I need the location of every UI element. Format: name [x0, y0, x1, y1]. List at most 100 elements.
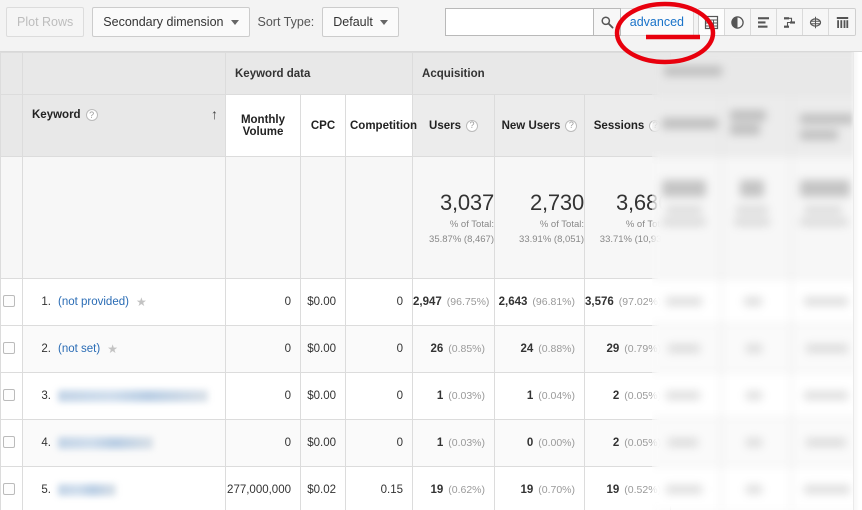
advanced-link[interactable]: advanced [620, 8, 694, 36]
users-cell: 1 (0.03%) [412, 419, 496, 467]
advanced-label: advanced [629, 15, 684, 29]
sessions-cell: 2 (0.05%) [584, 372, 672, 420]
row-index: 5. [41, 484, 51, 496]
sessions-value: 19 [606, 484, 620, 496]
table-body: 1. (not provided) ★ 0 $0.00 0 2,947 (96.75%) 2,6… [0, 278, 862, 510]
new-users-percent: (0.04%) [538, 390, 576, 402]
row-checkbox-cell [0, 325, 23, 373]
row-checkbox[interactable] [2, 482, 15, 495]
summary-row: 3,037 % of Total: 35.87% (8,467) 2,730 %… [0, 156, 862, 279]
pivot-bubble-view-icon[interactable] [803, 9, 829, 35]
plot-rows-label: Plot Rows [17, 15, 74, 29]
row-checkbox-cell [0, 278, 23, 326]
users-percent: (0.03%) [448, 390, 486, 402]
redacted-keyword [58, 437, 153, 449]
users-cell: 19 (0.62%) [412, 466, 496, 510]
summary-competition-cell [344, 156, 414, 279]
keyword-cell: 2. (not set) ★ [22, 325, 226, 373]
row-checkbox[interactable] [2, 341, 15, 354]
pie-chart-view-icon[interactable] [725, 9, 751, 35]
new-users-cell: 1 (0.04%) [494, 372, 586, 420]
summary-users-pct-label: % of Total: [449, 219, 495, 231]
row-index: 2. [41, 343, 51, 355]
new-users-cell: 0 (0.00%) [494, 419, 586, 467]
new-users-percent: (0.00%) [538, 437, 576, 449]
search-group: advanced [444, 8, 694, 36]
summary-checkbox-cell [0, 156, 23, 279]
toolbar-left-group: Plot Rows Secondary dimension Sort Type:… [6, 7, 399, 37]
keyword-cell: 4. [22, 419, 226, 467]
cpc-cell: $0.00 [300, 278, 346, 326]
select-all-header[interactable] [0, 94, 23, 157]
monthly-volume-cell: 0 [225, 372, 301, 420]
summary-overflow-cell [670, 156, 862, 279]
star-icon[interactable]: ★ [135, 295, 147, 309]
row-overflow-cell [670, 278, 862, 326]
search-icon[interactable] [592, 8, 621, 36]
column-header-new-users[interactable]: New Users ? [494, 94, 586, 157]
column-header-users[interactable]: Users ? [412, 94, 496, 157]
new-users-percent: (0.88%) [538, 343, 576, 355]
competition-cell: 0 [344, 372, 414, 420]
summary-sessions-pct: 33.71% (10,933) [599, 234, 671, 246]
comparison-view-icon[interactable] [777, 9, 803, 35]
new-users-value: 0 [526, 437, 534, 449]
help-icon[interactable]: ? [466, 119, 478, 132]
column-header-competition[interactable]: Competition [344, 94, 417, 157]
users-value: 19 [430, 484, 444, 496]
keyword-cell: 1. (not provided) ★ [22, 278, 226, 326]
table-view-icon[interactable] [699, 9, 725, 35]
column-header-keyword[interactable]: Keyword ? ↑ [22, 94, 226, 157]
row-checkbox[interactable] [2, 435, 15, 448]
monthly-volume-cell: 0 [225, 325, 301, 373]
keyword-link[interactable]: (not provided) [58, 296, 129, 308]
summary-keyword-cell [22, 156, 226, 279]
view-type-icon-group [698, 8, 856, 36]
competition-cell: 0.15 [344, 466, 414, 510]
help-icon[interactable]: ? [85, 109, 98, 121]
help-icon[interactable]: ? [565, 119, 578, 132]
secondary-dimension-dropdown[interactable]: Secondary dimension [92, 7, 250, 37]
group-header-acquisition: Acquisition [412, 52, 672, 95]
column-header-sessions[interactable]: Sessions ? [584, 94, 672, 157]
summary-new-users-pct: 33.91% (8,051) [519, 234, 585, 246]
competition-cell: 0 [344, 278, 414, 326]
sessions-percent: (0.05%) [624, 390, 662, 402]
column-header-monthly-volume[interactable]: Monthly Volume [225, 94, 301, 157]
search-input[interactable] [444, 8, 593, 36]
users-cell: 1 (0.03%) [412, 372, 496, 420]
summary-sessions-pct-label: % of Total: [625, 219, 671, 231]
row-checkbox-cell [0, 372, 23, 420]
sort-type-dropdown[interactable]: Default [322, 7, 399, 37]
column-header-cpc[interactable]: CPC [300, 94, 346, 157]
monthly-volume-cell: 0 [225, 419, 301, 467]
column-header-sessions-label: Sessions [593, 119, 645, 132]
new-users-value: 19 [520, 484, 534, 496]
sessions-value: 29 [606, 343, 620, 355]
monthly-volume-cell: 0 [225, 278, 301, 326]
keyword-data-table-container: Keyword data Acquisition Keyword ? ↑ Mon… [0, 52, 862, 510]
summary-sessions-value: 3,686 [615, 189, 671, 215]
competition-cell: 0 [344, 325, 414, 373]
table-row: 4. 0 $0.00 0 1 (0.03%) 0 (0.00%) 2 (0.05%) [0, 419, 862, 467]
row-checkbox[interactable] [2, 294, 15, 307]
pivot-table-view-icon[interactable] [829, 9, 855, 35]
bar-performance-view-icon[interactable] [751, 9, 777, 35]
plot-rows-button[interactable]: Plot Rows [6, 7, 85, 37]
row-checkbox[interactable] [2, 388, 15, 401]
row-overflow-cell [670, 325, 862, 373]
keyword-link[interactable]: (not set) [58, 343, 101, 355]
users-percent: (0.62%) [448, 484, 486, 496]
new-users-value: 2,643 [498, 296, 528, 308]
sort-type-value: Default [333, 15, 373, 29]
monthly-volume-cell: 277,000,000 [225, 466, 301, 510]
sort-ascending-icon[interactable]: ↑ [211, 106, 218, 122]
new-users-value: 1 [526, 390, 534, 402]
secondary-dimension-label: Secondary dimension [103, 15, 224, 29]
column-header-cpc-label: CPC [310, 119, 336, 132]
group-header-keyword-data: Keyword data [224, 52, 414, 95]
help-icon[interactable]: ? [649, 119, 662, 132]
sessions-cell: 19 (0.52%) [584, 466, 672, 510]
cpc-cell: $0.02 [300, 466, 346, 510]
star-icon[interactable]: ★ [107, 342, 118, 356]
